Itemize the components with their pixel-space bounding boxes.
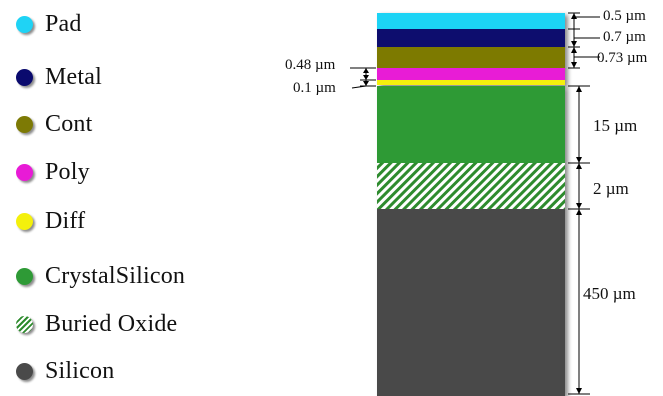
cyan-circle-icon bbox=[16, 15, 33, 33]
legend-item-diff: Diff bbox=[16, 206, 85, 236]
legend-label: CrystalSilicon bbox=[45, 262, 186, 289]
olive-circle-icon bbox=[16, 115, 33, 133]
hatched-circle-icon bbox=[16, 315, 33, 333]
left-dimension-lines bbox=[350, 67, 376, 89]
layers bbox=[377, 13, 565, 396]
layer-buried-oxide bbox=[377, 163, 565, 209]
legend-item-crystalsilicon: CrystalSilicon bbox=[16, 261, 185, 291]
legend-item-cont: Cont bbox=[16, 109, 92, 139]
thickness-label-poly: 0.48 µm bbox=[285, 57, 336, 73]
thickness-label-silicon: 450 µm bbox=[583, 284, 636, 303]
thickness-label-cont: 0.73 µm bbox=[597, 50, 648, 66]
layer-poly bbox=[377, 68, 565, 80]
right-dimension-lines bbox=[568, 12, 600, 395]
thickness-label-metal: 0.7 µm bbox=[603, 29, 646, 45]
thickness-label-diff: 0.1 µm bbox=[293, 80, 336, 96]
legend-item-metal: Metal bbox=[16, 62, 102, 92]
magenta-circle-icon bbox=[16, 163, 33, 181]
thickness-label-crystalsilicon: 15 µm bbox=[593, 116, 638, 135]
gray-circle-icon bbox=[16, 362, 33, 380]
layer-metal bbox=[377, 29, 565, 47]
right-arrowheads bbox=[571, 13, 582, 394]
thickness-label-buried-oxide: 2 µm bbox=[593, 179, 629, 198]
legend-label: Silicon bbox=[45, 357, 115, 384]
layer-silicon bbox=[377, 209, 565, 396]
legend-label: Pad bbox=[45, 10, 82, 37]
layer-pad bbox=[377, 13, 565, 29]
legend-item-pad: Pad bbox=[16, 9, 82, 39]
legend-item-silicon: Silicon bbox=[16, 356, 114, 386]
layer-crystalsilicon bbox=[377, 86, 565, 163]
legend-item-buried-oxide: Buried Oxide bbox=[16, 309, 177, 339]
thickness-label-pad: 0.5 µm bbox=[603, 8, 646, 24]
legend-label: Metal bbox=[45, 63, 102, 90]
navy-circle-icon bbox=[16, 68, 33, 86]
green-circle-icon bbox=[16, 267, 33, 285]
legend-label: Cont bbox=[45, 110, 93, 137]
left-arrowheads bbox=[363, 68, 369, 86]
legend-item-poly: Poly bbox=[16, 157, 90, 187]
legend-label: Diff bbox=[45, 207, 86, 234]
legend-label: Buried Oxide bbox=[45, 310, 178, 337]
legend-label: Poly bbox=[45, 158, 90, 185]
layer-diff bbox=[377, 80, 565, 85]
yellow-circle-icon bbox=[16, 212, 33, 230]
layer-cont bbox=[377, 47, 565, 68]
